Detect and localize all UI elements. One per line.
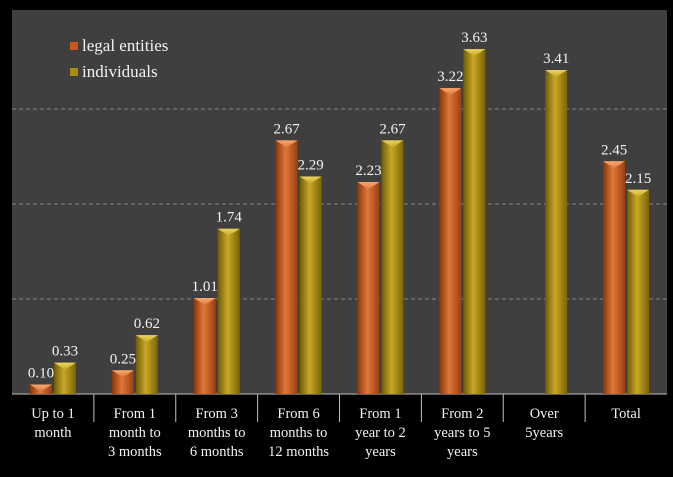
bar-top-legal-entities — [193, 298, 216, 306]
bar-top-legal-entities — [357, 182, 380, 190]
bar-legal-entities — [603, 161, 626, 394]
data-label-individuals: 0.62 — [134, 316, 160, 332]
bar-individuals — [463, 49, 486, 395]
data-label-legal-entities: 2.45 — [601, 142, 627, 158]
bar-legal-entities — [275, 140, 298, 394]
category-label: From 1 year to 2 years — [355, 406, 406, 460]
data-label-individuals: 0.33 — [52, 344, 78, 360]
legend-swatch-legal-entities — [70, 42, 78, 50]
bar-top-individuals — [627, 189, 650, 197]
bar-legal-entities — [193, 298, 216, 394]
bar-top-individuals — [217, 228, 240, 236]
legend: legal entities individuals — [70, 36, 168, 81]
bar-individuals — [299, 176, 322, 394]
bar-top-individuals — [463, 49, 486, 57]
bar-individuals — [217, 228, 240, 394]
bar-top-legal-entities — [439, 88, 462, 96]
category-label: From 1 month to 3 months — [108, 406, 162, 460]
data-label-legal-entities: 2.23 — [355, 163, 381, 179]
data-label-legal-entities: 1.01 — [192, 279, 218, 295]
bar-top-individuals — [53, 362, 76, 370]
legend-label-legal-entities: legal entities — [82, 36, 168, 55]
data-labels: 0.10 0.33 0.25 0.62 1.01 1.74 2.67 2.29 2.23 2.67… — [28, 30, 651, 381]
data-label-individuals: 2.67 — [379, 121, 406, 137]
data-label-legal-entities: 3.22 — [437, 69, 463, 85]
bar-top-legal-entities — [111, 370, 134, 378]
bars — [29, 49, 650, 395]
data-label-individuals: 3.41 — [543, 51, 569, 67]
data-label-legal-entities: 0.10 — [28, 366, 54, 382]
bar-top-legal-entities — [29, 384, 52, 392]
bar-top-individuals — [299, 176, 322, 184]
data-label-legal-entities: 0.25 — [110, 351, 136, 367]
category-label: From 3 months to 6 months — [188, 406, 246, 460]
data-label-individuals: 2.29 — [297, 157, 323, 173]
bar-individuals — [545, 70, 568, 395]
data-label-individuals: 1.74 — [216, 210, 243, 226]
bar-top-individuals — [381, 140, 404, 148]
category-label: From 6 months to 12 months — [268, 406, 329, 460]
category-label: Up to 1 month — [31, 406, 75, 441]
category-axis: Up to 1 month From 1 month to 3 months From 3… — [31, 394, 641, 460]
bar-individuals — [53, 362, 76, 394]
category-label: From 2 years to 5 years — [434, 406, 490, 460]
data-label-individuals: 3.63 — [461, 30, 487, 46]
category-label: Total — [611, 406, 641, 422]
data-label-legal-entities: 2.67 — [273, 121, 300, 137]
bar-individuals — [135, 335, 158, 394]
bar-legal-entities — [357, 182, 380, 394]
legend-swatch-individuals — [70, 68, 78, 76]
bar-top-legal-entities — [603, 161, 626, 169]
bar-top-individuals — [545, 70, 568, 78]
bar-individuals — [381, 140, 404, 394]
category-label: Over 5years — [525, 406, 563, 441]
bar-legal-entities — [439, 88, 462, 394]
bar-top-individuals — [135, 335, 158, 343]
bar-top-legal-entities — [275, 140, 298, 148]
legend-label-individuals: individuals — [82, 62, 158, 81]
data-label-individuals: 2.15 — [625, 171, 651, 187]
bar-legal-entities — [111, 370, 134, 394]
bar-individuals — [627, 189, 650, 394]
